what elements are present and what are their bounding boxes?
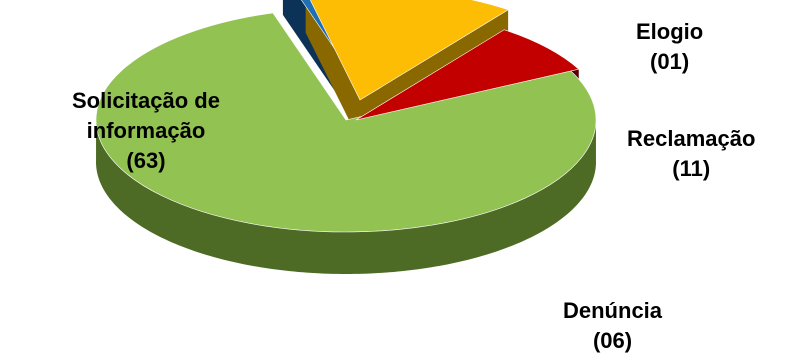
pie-slice-2 <box>309 0 509 101</box>
label-denuncia-name: Denúncia <box>563 298 663 323</box>
label-elogio-value: (01) <box>650 49 690 74</box>
pie-edge-2-0 <box>305 0 360 142</box>
pie-slice-0 <box>95 12 597 233</box>
label-solicitacao-value: (63) <box>126 148 166 173</box>
label-reclamacao-value: (11) <box>672 156 711 181</box>
label-denuncia: Denúncia (06) <box>563 296 662 356</box>
label-denuncia-value: (06) <box>592 328 633 353</box>
label-reclamacao: Reclamação (11) <box>627 124 755 184</box>
pie-wall-0 <box>96 118 596 274</box>
pie-tops <box>95 0 597 233</box>
label-elogio: Elogio (01) <box>636 17 703 77</box>
label-solicitacao-line1: Solicitação de <box>72 88 220 113</box>
label-solicitacao-line2: informação <box>86 118 206 143</box>
label-elogio-name: Elogio <box>636 19 704 44</box>
pie-slice-3 <box>355 29 580 121</box>
label-solicitacao: Solicitação de informação (63) <box>72 86 220 176</box>
label-reclamacao-name: Reclamação <box>627 126 756 151</box>
